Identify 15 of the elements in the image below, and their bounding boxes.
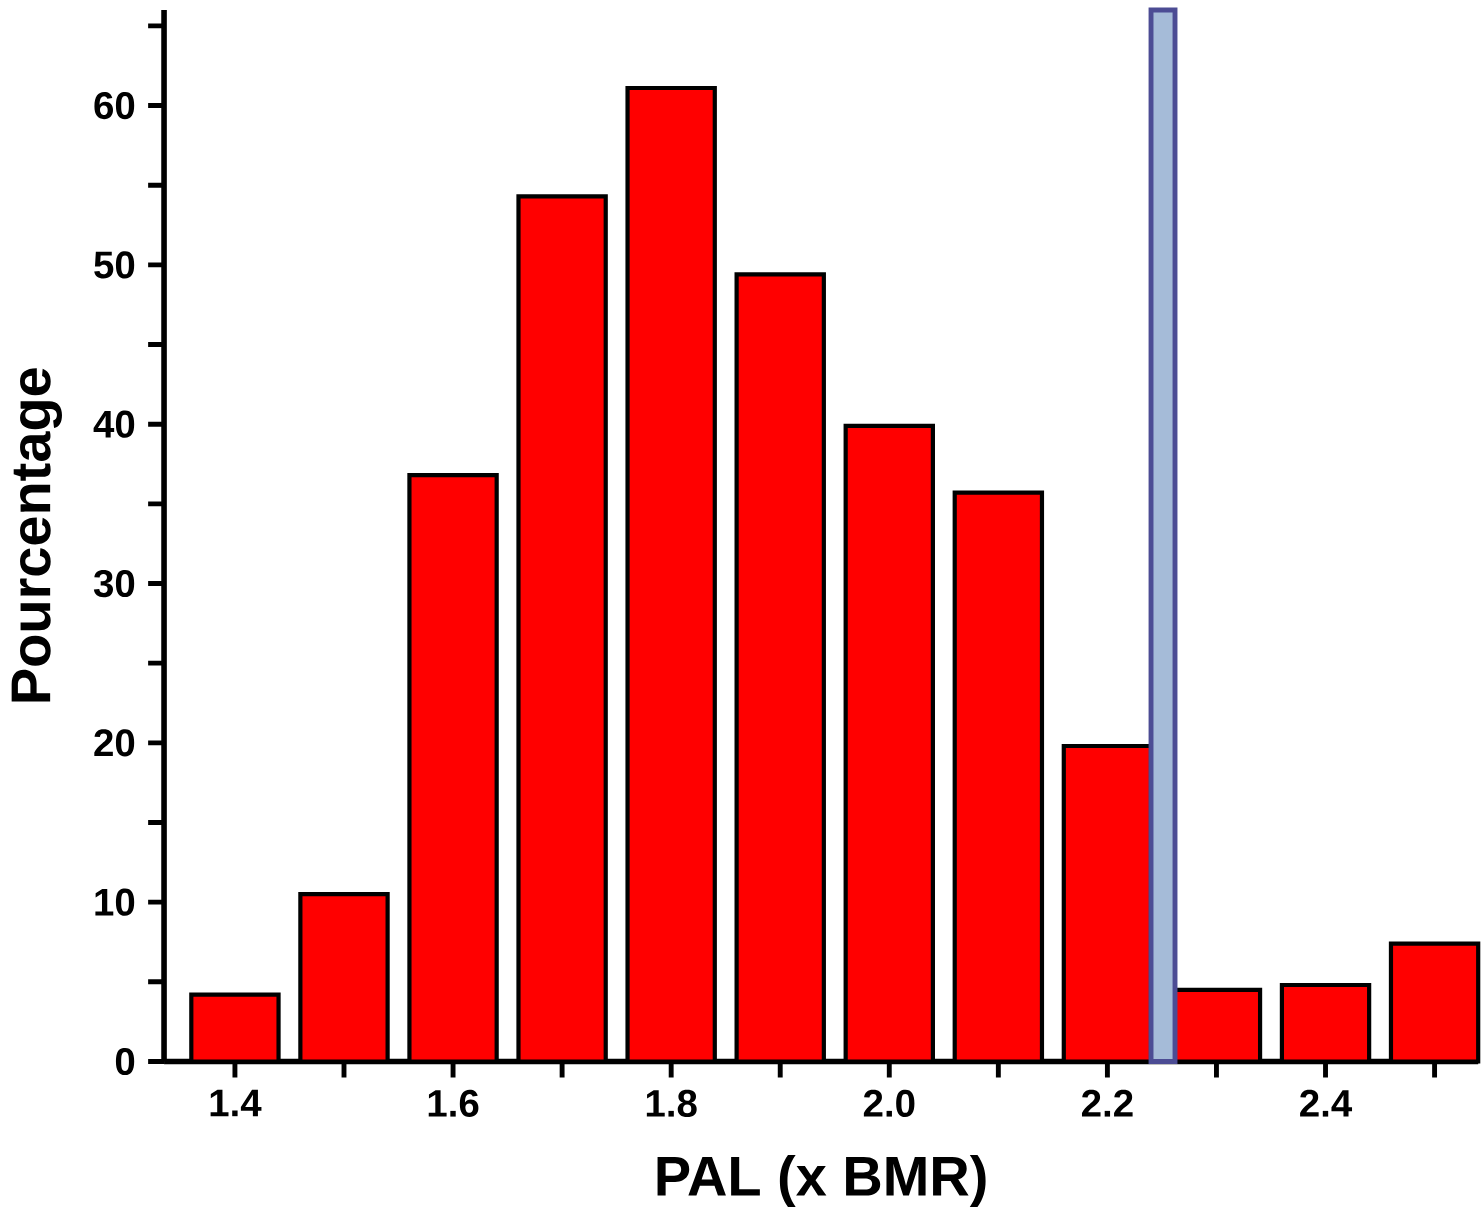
y-tick-label: 40: [93, 410, 135, 438]
y-tick-label: 50: [94, 251, 135, 279]
y-tick-label: 10: [95, 888, 135, 916]
y-tick-label: 60: [94, 92, 135, 120]
y-tick-label: 20: [94, 729, 135, 757]
x-axis-title: PAL (x BMR): [657, 1155, 986, 1208]
x-tick-label: 1.8: [646, 1089, 697, 1118]
y-axis-title: Pourcentage: [11, 368, 62, 702]
x-tick-label: 1.6: [428, 1089, 479, 1118]
x-tick-label: 2.4: [1300, 1089, 1353, 1117]
y-tick-label: 0: [115, 1048, 135, 1076]
x-tick-label: 2.2: [1081, 1089, 1133, 1117]
x-tick-label: 1.4: [210, 1089, 262, 1117]
x-tick-label: 2.0: [863, 1089, 915, 1118]
y-tick-label: 30: [93, 570, 135, 598]
